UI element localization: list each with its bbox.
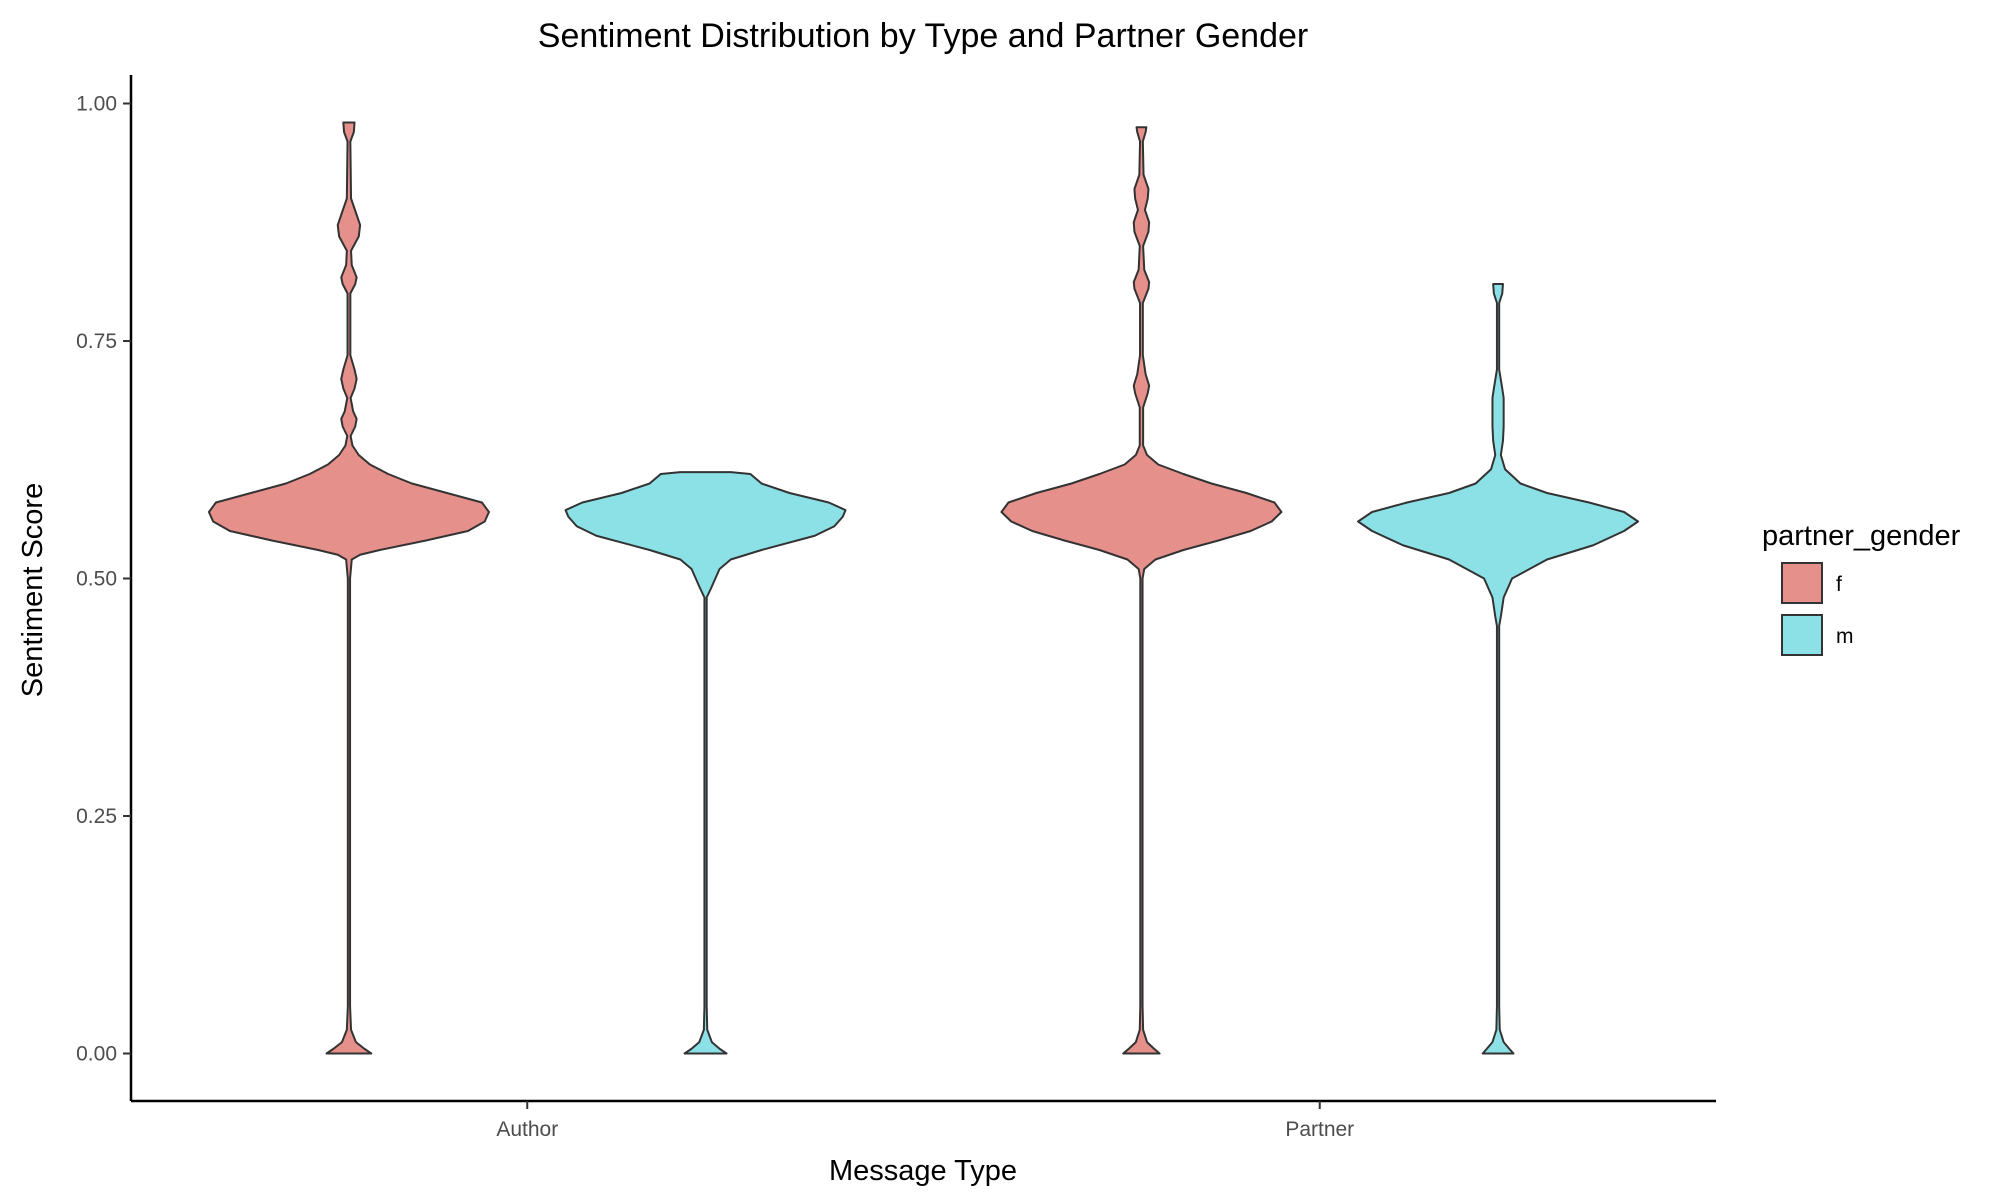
x-tick-label: Author [496,1118,558,1141]
y-tick-label: 1.00 [76,93,117,116]
plot-area [207,121,1640,1055]
legend-swatch-f [1781,562,1823,604]
legend-swatch-m [1781,614,1823,656]
y-tick-label: 0.75 [76,330,117,353]
violin-m-author [564,471,847,1055]
y-tick-label: 0.25 [76,805,117,828]
y-tick-label: 0.00 [76,1043,117,1066]
y-tick-label: 0.50 [76,568,117,591]
chart-title: Sentiment Distribution by Type and Partn… [538,17,1308,55]
x-axis-title: Message Type [829,1155,1017,1187]
y-axis-title: Sentiment Score [17,483,49,697]
legend-title: partner_gender [1762,520,1961,552]
legend-label-f: f [1836,573,1842,596]
legend-label-m: m [1836,625,1854,648]
violin-f-partner [1000,126,1283,1055]
y-ticks: 0.00 0.25 0.50 0.75 1.00 [76,93,131,1066]
violin-m-partner [1357,283,1640,1055]
x-ticks: Author Partner [496,1101,1354,1141]
legend: partner_gender f m [1762,520,1961,656]
x-tick-label: Partner [1285,1118,1354,1141]
violin-f-author [207,121,490,1055]
